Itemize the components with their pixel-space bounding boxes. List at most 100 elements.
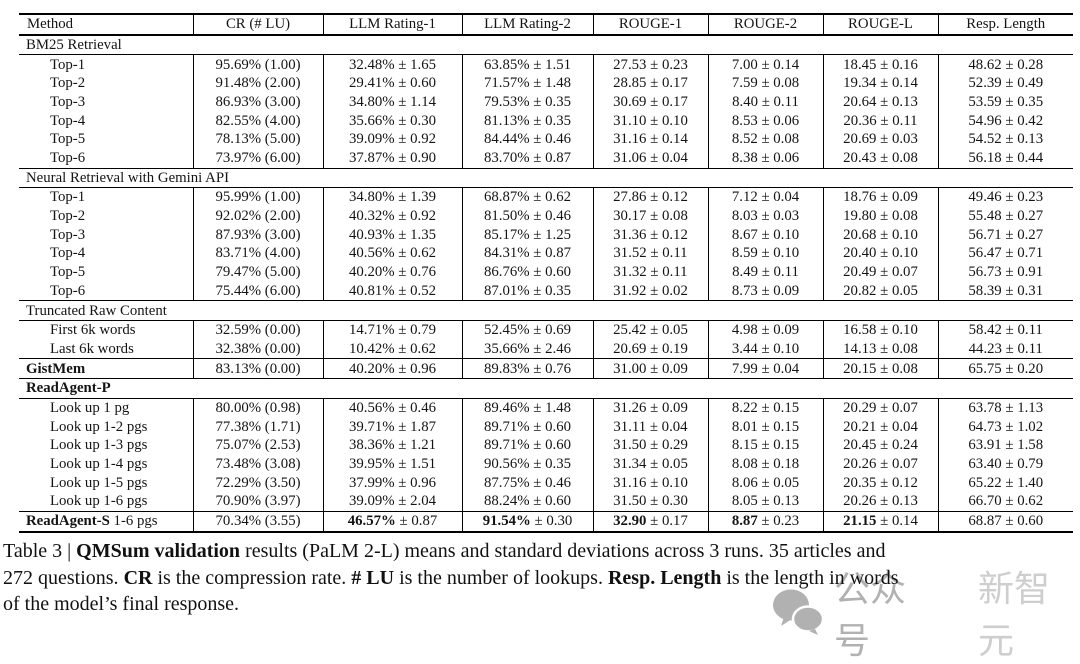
- value-cell: 56.71 ± 0.27: [937, 225, 1073, 245]
- value-cell: 89.71% ± 0.60: [461, 436, 593, 455]
- value-cell: 79.47% (5.00): [192, 262, 323, 282]
- table-row: Look up 1-5 pgs 72.29% (3.50) 37.99% ± 0.9…: [19, 473, 1073, 493]
- value-cell: 16.58 ± 0.10: [822, 320, 938, 340]
- value-cell: 20.36 ± 0.11: [822, 111, 938, 131]
- caption-line: of the model’s final response.: [3, 593, 240, 615]
- table-row: ReadAgent-S 1-6 pgs 70.34% (3.55) 46.57% ±…: [19, 511, 1073, 533]
- value-cell: 48.62 ± 0.28: [937, 54, 1073, 75]
- value-cell: 20.26 ± 0.13: [822, 492, 938, 512]
- value-cell: 8.08 ± 0.18: [707, 454, 823, 474]
- value-cell: 8.59 ± 0.10: [707, 244, 823, 263]
- value-cell: 8.40 ± 0.11: [707, 92, 823, 112]
- results-table: Method CR (# LU) LLM Rating-1 LLM Rating-2 R…: [19, 13, 1073, 533]
- value-cell: 20.43 ± 0.08: [822, 148, 938, 169]
- value-cell: 49.46 ± 0.23: [937, 187, 1073, 207]
- column-header: ROUGE-2: [707, 13, 823, 36]
- value-cell: 66.70 ± 0.62: [937, 492, 1073, 512]
- value-cell: 20.15 ± 0.08: [822, 358, 938, 380]
- method-cell: Top-6: [19, 281, 193, 302]
- table-row: Last 6k words 32.38% (0.00) 10.42% ± 0.62 3…: [19, 339, 1073, 360]
- value-cell: 32.90 ± 0.17: [592, 511, 708, 533]
- section-label: BM25 Retrieval: [19, 34, 1073, 56]
- table-header-row: Method CR (# LU) LLM Rating-1 LLM Rating-2 R…: [19, 13, 1073, 36]
- value-cell: 28.85 ± 0.17: [592, 74, 708, 93]
- value-cell: 90.56% ± 0.35: [461, 454, 593, 474]
- method-cell: Top-3: [50, 226, 86, 243]
- value-cell: 8.22 ± 0.15: [707, 398, 823, 418]
- value-cell: 7.00 ± 0.14: [707, 54, 823, 75]
- value-cell: 8.49 ± 0.11: [707, 262, 823, 282]
- value-cell: 40.93% ± 1.35: [322, 225, 462, 245]
- value-cell: 40.81% ± 0.52: [322, 281, 462, 302]
- method-cell: Top-6: [19, 148, 193, 169]
- method-cell: Top-5: [50, 131, 86, 148]
- value-cell: 7.12 ± 0.04: [707, 187, 823, 207]
- table-row: Look up 1-2 pgs 77.38% (1.71) 39.71% ± 1.8…: [19, 417, 1073, 437]
- section-row: BM25 Retrieval: [19, 34, 1073, 56]
- section-label: ReadAgent-P: [19, 378, 1073, 399]
- table-row: Top-5 79.47% (5.00) 40.20% ± 0.76 86.76% ± …: [19, 262, 1073, 282]
- value-cell: 40.20% ± 0.76: [322, 262, 462, 282]
- value-cell: 63.40 ± 0.79: [937, 454, 1073, 474]
- value-cell: 31.16 ± 0.14: [592, 130, 708, 149]
- value-cell: 63.91 ± 1.58: [937, 436, 1073, 455]
- value-cell: 40.32% ± 0.92: [322, 206, 462, 226]
- column-header: ROUGE-L: [822, 13, 938, 36]
- value-cell: 14.13 ± 0.08: [822, 339, 938, 360]
- results-table-container: Method CR (# LU) LLM Rating-1 LLM Rating-2 R…: [19, 13, 1073, 533]
- value-cell: 20.69 ± 0.03: [822, 130, 938, 149]
- table-row: Look up 1-6 pgs 70.90% (3.97) 39.09% ± 2.0…: [19, 492, 1073, 512]
- value-cell: 19.34 ± 0.14: [822, 74, 938, 93]
- value-cell: 18.76 ± 0.09: [822, 187, 938, 207]
- value-cell: 44.23 ± 0.11: [937, 339, 1073, 360]
- value-cell: 54.52 ± 0.13: [937, 130, 1073, 149]
- method-cell: Top-1: [50, 189, 86, 206]
- value-cell: 37.87% ± 0.90: [322, 148, 462, 169]
- value-cell: 31.00 ± 0.09: [592, 358, 708, 380]
- value-cell: 70.34% (3.55): [192, 511, 323, 533]
- table-row: Top-2 92.02% (2.00) 40.32% ± 0.92 81.50% ± …: [19, 206, 1073, 226]
- value-cell: 95.69% (1.00): [192, 54, 323, 75]
- method-cell: Top-2: [50, 75, 86, 92]
- value-cell: 81.50% ± 0.46: [461, 206, 593, 226]
- value-cell: 84.44% ± 0.46: [461, 130, 593, 149]
- value-cell: 83.13% (0.00): [192, 358, 323, 380]
- method-cell: Top-4: [50, 245, 86, 262]
- value-cell: 81.13% ± 0.35: [461, 111, 593, 131]
- value-cell: 84.31% ± 0.87: [461, 244, 593, 263]
- method-cell: Look up 1-4 pgs: [50, 456, 148, 473]
- value-cell: 39.09% ± 2.04: [322, 492, 462, 512]
- section-label: Neural Retrieval with Gemini API: [19, 168, 1073, 189]
- value-cell: 8.06 ± 0.05: [707, 473, 823, 493]
- table-row: Top-3 87.93% (3.00) 40.93% ± 1.35 85.17% ± …: [19, 225, 1073, 245]
- value-cell: 31.34 ± 0.05: [592, 454, 708, 474]
- value-cell: 20.21 ± 0.04: [822, 417, 938, 437]
- value-cell: 95.99% (1.00): [192, 187, 323, 207]
- value-cell: 53.59 ± 0.35: [937, 92, 1073, 112]
- value-cell: 55.48 ± 0.27: [937, 206, 1073, 226]
- value-cell: 10.42% ± 0.62: [322, 339, 462, 360]
- value-cell: 31.50 ± 0.30: [592, 492, 708, 512]
- value-cell: 32.48% ± 1.65: [322, 54, 462, 75]
- value-cell: 37.99% ± 0.96: [322, 473, 462, 493]
- value-cell: 31.50 ± 0.29: [592, 436, 708, 455]
- method-cell: Look up 1-3 pgs: [50, 437, 148, 454]
- value-cell: 78.13% (5.00): [192, 130, 323, 149]
- value-cell: 75.44% (6.00): [192, 281, 323, 302]
- value-cell: 89.71% ± 0.60: [461, 417, 593, 437]
- value-cell: 8.73 ± 0.09: [707, 281, 823, 302]
- value-cell: 64.73 ± 1.02: [937, 417, 1073, 437]
- value-cell: 52.39 ± 0.49: [937, 74, 1073, 93]
- value-cell: 8.03 ± 0.03: [707, 206, 823, 226]
- table-row: Top-4 82.55% (4.00) 35.66% ± 0.30 81.13% ± …: [19, 111, 1073, 131]
- section-row: ReadAgent-P: [19, 378, 1073, 399]
- value-cell: 20.49 ± 0.07: [822, 262, 938, 282]
- value-cell: 7.59 ± 0.08: [707, 74, 823, 93]
- value-cell: 86.93% (3.00): [192, 92, 323, 112]
- table-row: Look up 1-3 pgs 75.07% (2.53) 38.36% ± 1.2…: [19, 436, 1073, 455]
- value-cell: 20.35 ± 0.12: [822, 473, 938, 493]
- value-cell: 34.80% ± 1.14: [322, 92, 462, 112]
- value-cell: 40.56% ± 0.46: [322, 398, 462, 418]
- value-cell: 31.26 ± 0.09: [592, 398, 708, 418]
- value-cell: 63.85% ± 1.51: [461, 54, 593, 75]
